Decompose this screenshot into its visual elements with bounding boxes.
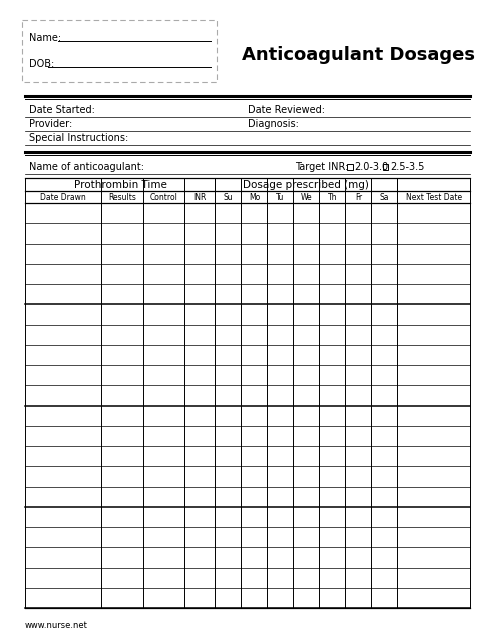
Text: Prothrombin Time: Prothrombin Time xyxy=(74,179,167,189)
Text: Results: Results xyxy=(108,193,136,202)
Text: Provider:: Provider: xyxy=(29,119,72,129)
Text: Su: Su xyxy=(224,193,233,202)
Text: Diagnosis:: Diagnosis: xyxy=(248,119,299,129)
Text: Date Started:: Date Started: xyxy=(29,105,95,115)
Text: Fr: Fr xyxy=(355,193,362,202)
Text: Name:: Name: xyxy=(29,33,61,43)
Text: INR: INR xyxy=(193,193,206,202)
Text: Mo: Mo xyxy=(249,193,260,202)
Text: We: We xyxy=(300,193,312,202)
Text: Date Reviewed:: Date Reviewed: xyxy=(248,105,325,115)
Text: Special Instructions:: Special Instructions: xyxy=(29,133,128,143)
Text: 2.5-3.5: 2.5-3.5 xyxy=(390,162,424,172)
Text: www.nurse.net: www.nurse.net xyxy=(25,621,88,630)
Bar xyxy=(347,164,352,170)
Text: Th: Th xyxy=(328,193,337,202)
Text: DOB:: DOB: xyxy=(29,59,54,69)
Text: Anticoagulant Dosages: Anticoagulant Dosages xyxy=(242,46,475,64)
Text: Control: Control xyxy=(149,193,178,202)
Text: Sa: Sa xyxy=(380,193,389,202)
Text: Dosage prescribed (mg): Dosage prescribed (mg) xyxy=(244,179,369,189)
Text: Next Test Date: Next Test Date xyxy=(405,193,462,202)
Text: Tu: Tu xyxy=(276,193,285,202)
Text: Target INR:: Target INR: xyxy=(295,162,348,172)
Bar xyxy=(383,164,388,170)
Text: Name of anticoagulant:: Name of anticoagulant: xyxy=(29,162,144,172)
Text: 2.0-3.0: 2.0-3.0 xyxy=(354,162,389,172)
Text: Date Drawn: Date Drawn xyxy=(40,193,86,202)
